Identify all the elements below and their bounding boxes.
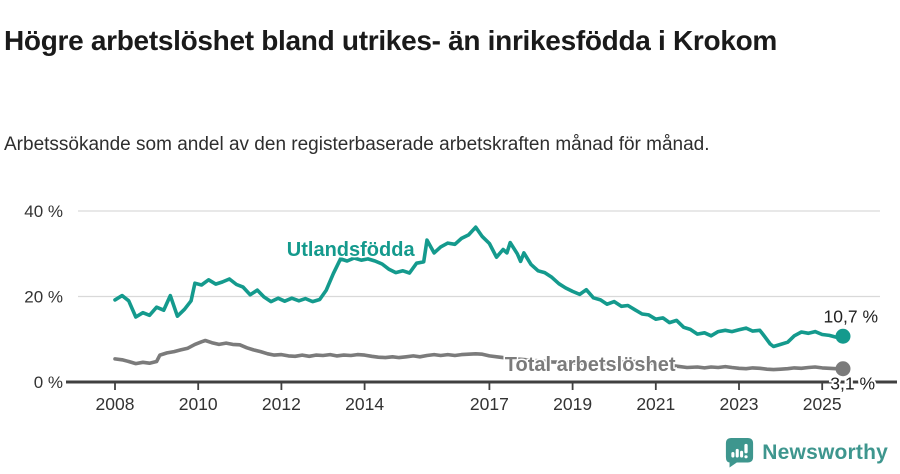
x-axis-label-2010: 2010 bbox=[179, 394, 218, 414]
x-axis-label-2025: 2025 bbox=[803, 394, 842, 414]
series-end-dot-utlandsfodda bbox=[835, 328, 851, 344]
x-axis-label-2021: 2021 bbox=[636, 394, 675, 414]
series-line-utlandsfodda bbox=[113, 225, 845, 349]
chart-area: 0 % 20 % 40 % 2008 2010 2012 2014 2017 2019 2021 2… bbox=[0, 190, 900, 436]
x-axis-label-2012: 2012 bbox=[262, 394, 301, 414]
y-axis-label-0: 0 % bbox=[34, 373, 63, 392]
brand-footer: Newsworthy bbox=[725, 437, 888, 468]
brand-name: Newsworthy bbox=[762, 440, 888, 464]
unemployment-chart: 0 % 20 % 40 % 2008 2010 2012 2014 2017 2019 2021 2… bbox=[24, 202, 897, 414]
page-title: Högre arbetslöshet bland utrikes- än inr… bbox=[4, 24, 777, 56]
x-axis-label-2019: 2019 bbox=[553, 394, 592, 414]
series-line-total-arbetsloshet bbox=[113, 338, 845, 372]
x-axis-label-2017: 2017 bbox=[470, 394, 509, 414]
series-end-label-utlandsfodda: 10,7 % bbox=[824, 306, 878, 326]
bar-chart-speech-bubble-icon bbox=[726, 438, 754, 468]
chart-subtitle: Arbetssökande som andel av den registerb… bbox=[4, 134, 710, 155]
y-axis-label-40: 40 % bbox=[24, 202, 63, 221]
series-end-dot-total-arbetsloshet bbox=[835, 361, 851, 377]
series-end-label-total-arbetsloshet: 3,1 % bbox=[830, 374, 875, 394]
x-axis-label-2023: 2023 bbox=[720, 394, 759, 414]
x-axis-label-2014: 2014 bbox=[345, 394, 384, 414]
x-axis-label-2008: 2008 bbox=[96, 394, 135, 414]
y-axis-label-20: 20 % bbox=[24, 288, 63, 307]
series-name-label-utlandsfodda: Utlandsfödda bbox=[287, 239, 416, 261]
series-name-label-total-arbetsloshet: Total arbetslöshet bbox=[505, 354, 676, 376]
